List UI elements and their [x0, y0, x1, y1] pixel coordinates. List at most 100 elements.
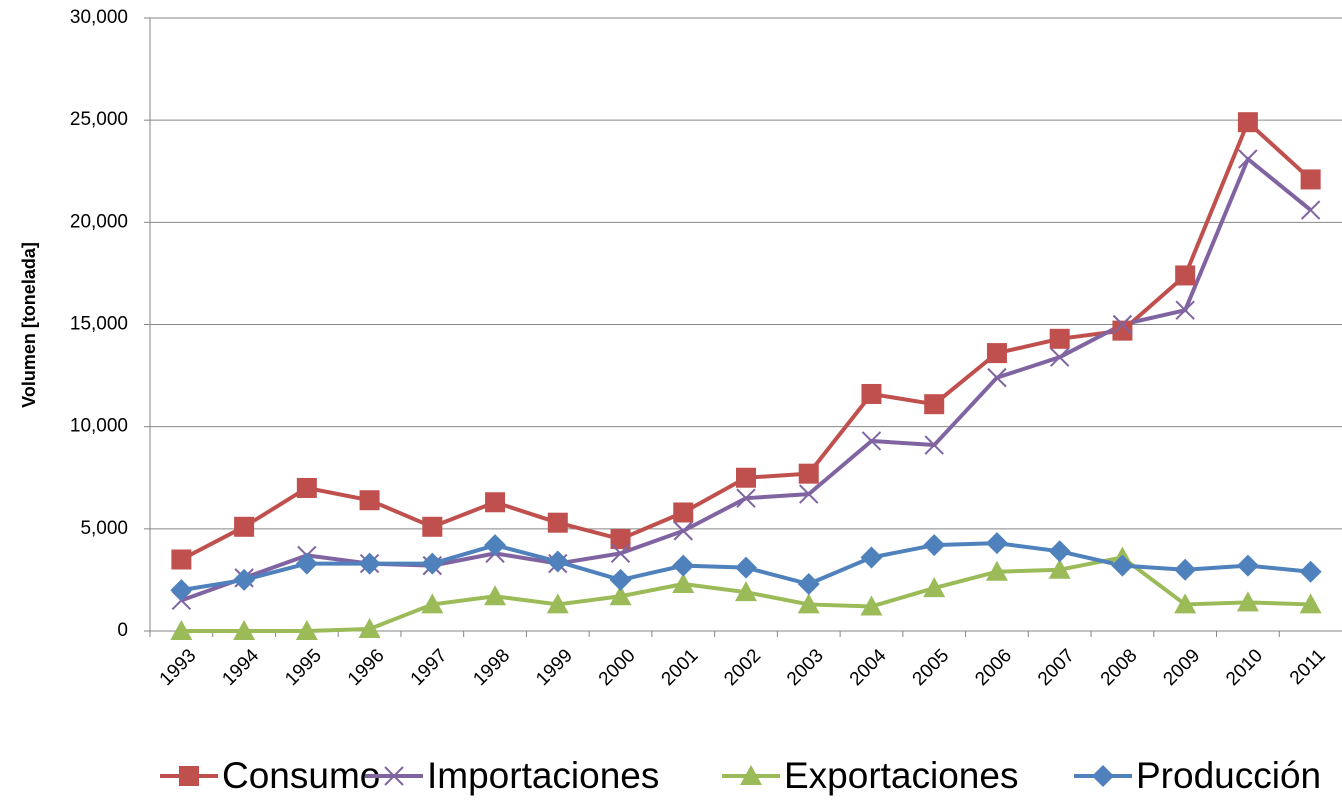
- data-point: [1174, 593, 1197, 614]
- data-point: [860, 595, 883, 616]
- data-point: [358, 617, 381, 638]
- data-point: [233, 620, 256, 640]
- data-point: [924, 394, 945, 415]
- data-point: [170, 579, 193, 602]
- x-tick-label: 2001: [658, 645, 703, 690]
- x-tick-label: 1993: [156, 645, 201, 690]
- x-tick-label: 2000: [595, 645, 640, 690]
- x-tick-label: 2011: [1286, 645, 1330, 689]
- x-tick-label: 1999: [532, 645, 577, 690]
- data-point: [799, 484, 819, 504]
- x-tick-label: 1998: [469, 645, 514, 690]
- data-point: [546, 550, 569, 573]
- data-point: [358, 552, 381, 575]
- data-point: [295, 620, 318, 640]
- data-point: [987, 367, 1007, 388]
- x-tick-label: 2010: [1222, 645, 1267, 690]
- data-point: [1049, 347, 1070, 367]
- data-point: [736, 467, 756, 488]
- data-point: [484, 534, 507, 557]
- data-point: [735, 581, 757, 602]
- legend-label: Consumo: [222, 755, 380, 796]
- data-point: [610, 543, 631, 564]
- y-tick-label: 15,000: [70, 314, 128, 335]
- legend-label: Producción: [1136, 755, 1321, 796]
- data-point: [985, 532, 1008, 555]
- data-point: [609, 585, 632, 606]
- x-tick-label: 2002: [720, 645, 765, 690]
- data-point: [484, 585, 507, 606]
- data-point: [485, 492, 506, 513]
- x-tick-label: 2006: [971, 645, 1016, 690]
- legend-marker: [1092, 765, 1114, 787]
- legend-marker: [740, 765, 762, 785]
- series-line: [180, 120, 1312, 562]
- x-tick-label: 2003: [783, 645, 828, 690]
- data-point: [860, 546, 883, 569]
- data-point: [861, 431, 882, 451]
- data-point: [1299, 560, 1322, 583]
- data-point: [861, 383, 882, 404]
- data-point: [1175, 265, 1196, 286]
- series-line: [180, 156, 1312, 603]
- data-point: [1112, 314, 1133, 335]
- data-point: [985, 560, 1008, 581]
- data-point: [672, 554, 695, 577]
- x-tick-label: 2008: [1097, 645, 1142, 690]
- data-point: [359, 490, 380, 511]
- data-point: [1111, 554, 1134, 577]
- data-point: [1048, 558, 1071, 579]
- x-tick-label: 1997: [407, 645, 452, 690]
- data-point: [1238, 149, 1258, 169]
- data-point: [672, 573, 695, 594]
- y-tick-label: 25,000: [70, 109, 128, 130]
- y-tick-label: 30,000: [70, 7, 128, 28]
- data-point: [986, 343, 1007, 364]
- data-point: [546, 593, 569, 614]
- data-point: [295, 552, 318, 575]
- data-point: [1236, 554, 1259, 577]
- data-point: [736, 488, 756, 508]
- data-point: [1112, 320, 1133, 341]
- data-point: [797, 573, 820, 596]
- data-point: [421, 593, 444, 614]
- y-tick-label: 20,000: [70, 211, 128, 232]
- data-point: [296, 477, 317, 498]
- x-tick-label: 2005: [909, 645, 954, 690]
- data-point: [924, 435, 944, 455]
- data-point: [923, 534, 946, 557]
- data-point: [610, 529, 631, 550]
- data-point: [1299, 593, 1322, 614]
- data-point: [1300, 200, 1321, 220]
- x-tick-label: 2007: [1034, 645, 1079, 690]
- data-point: [171, 549, 192, 570]
- data-point: [1048, 540, 1071, 563]
- data-point: [233, 568, 256, 591]
- data-point: [1175, 300, 1195, 320]
- data-point: [547, 512, 568, 533]
- y-tick-label: 5,000: [80, 518, 128, 539]
- y-tick-label: 10,000: [70, 416, 128, 437]
- data-point: [798, 463, 819, 484]
- y-tick-label: 0: [117, 620, 128, 641]
- x-tick-label: 2004: [846, 645, 891, 690]
- legend-label: Importaciones: [427, 755, 659, 796]
- data-point: [421, 552, 444, 575]
- legend-marker: [179, 766, 199, 786]
- data-point: [673, 521, 693, 541]
- data-point: [609, 568, 632, 591]
- data-point: [422, 516, 443, 537]
- data-point: [1300, 169, 1321, 190]
- x-tick-label: 1994: [218, 645, 263, 690]
- data-point: [170, 620, 193, 640]
- data-point: [1174, 558, 1197, 581]
- data-point: [923, 577, 946, 598]
- data-point: [797, 593, 820, 614]
- legend-marker: [384, 766, 404, 786]
- data-point: [735, 556, 757, 579]
- data-point: [1049, 328, 1070, 349]
- x-tick-label: 1996: [344, 645, 389, 690]
- x-tick-label: 2009: [1159, 645, 1204, 690]
- data-point: [234, 516, 255, 537]
